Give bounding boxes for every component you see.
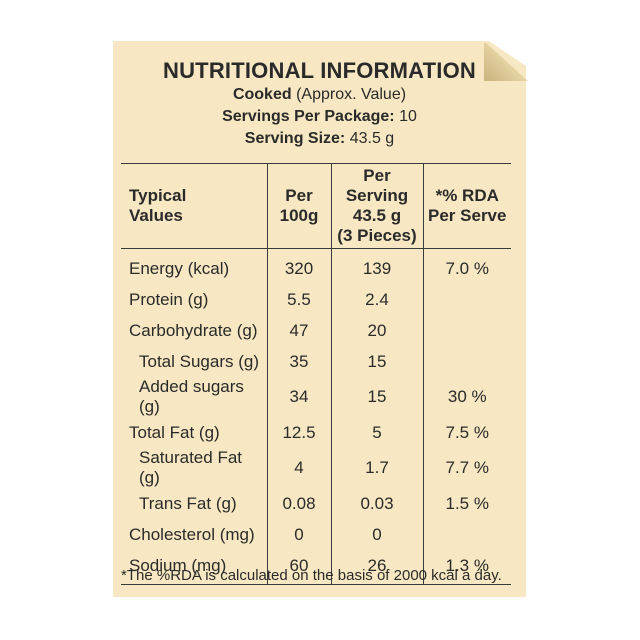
- label-title: NUTRITIONAL INFORMATION: [163, 58, 476, 83]
- per-100g-value: 320: [266, 248, 332, 284]
- nutrient-name: Added sugars (g): [121, 377, 268, 417]
- per-100g-value: 4: [266, 448, 332, 488]
- rda-footnote: *The %RDA is calculated on the basis of …: [121, 567, 502, 584]
- nutrient-name: Total Fat (g): [121, 417, 268, 448]
- serving-size-line: Serving Size: 43.5 g: [113, 128, 526, 150]
- cooked-note: (Approx. Value): [296, 86, 407, 103]
- table-body: Energy (kcal) 320 139 7.0 % Protein (g) …: [121, 248, 511, 585]
- rda-value: 30 %: [422, 377, 511, 417]
- column-header-per-100g: Per 100g: [266, 163, 332, 249]
- cooked-line: Cooked (Approx. Value): [113, 84, 526, 106]
- per-serving-value: 15: [330, 377, 424, 417]
- serving-size-value: 43.5 g: [349, 130, 395, 147]
- per-serving-value: 26: [330, 550, 424, 585]
- nutrient-name: Saturated Fat (g): [121, 448, 268, 488]
- per-serving-value: 139: [330, 248, 424, 284]
- label-header: NUTRITIONAL INFORMATION Cooked (Approx. …: [113, 58, 526, 150]
- per-serving-value: 0: [330, 519, 424, 550]
- nutrition-table: Typical Values Per 100g Per Serving 43.5…: [121, 163, 511, 585]
- per-100g-value: 5.5: [266, 284, 332, 315]
- nutrient-name: Total Sugars (g): [121, 346, 268, 377]
- rda-value: [422, 315, 511, 346]
- table-row: Trans Fat (g) 0.08 0.03 1.5 %: [121, 488, 511, 519]
- nutrient-name: Cholesterol (mg): [121, 519, 268, 550]
- table-row: Energy (kcal) 320 139 7.0 %: [121, 248, 511, 284]
- per-100g-value: 35: [266, 346, 332, 377]
- per-100g-value: 12.5: [266, 417, 332, 448]
- table-row: Carbohydrate (g) 47 20: [121, 315, 511, 346]
- table-row: Total Fat (g) 12.5 5 7.5 %: [121, 417, 511, 448]
- servings-label: Servings Per Package:: [222, 108, 395, 125]
- per-serving-value: 2.4: [330, 284, 424, 315]
- per-serving-value: 1.7: [330, 448, 424, 488]
- rda-value: [422, 346, 511, 377]
- per-100g-value: 0.08: [266, 488, 332, 519]
- per-serving-value: 5: [330, 417, 424, 448]
- nutrient-name: Sodium (mg): [121, 550, 268, 585]
- per-100g-value: 34: [266, 377, 332, 417]
- per-serving-value: 15: [330, 346, 424, 377]
- per-100g-value: 47: [266, 315, 332, 346]
- rda-value: [422, 519, 511, 550]
- rda-value: 1.5 %: [422, 488, 511, 519]
- per-100g-value: 60: [266, 550, 332, 585]
- table-row: Total Sugars (g) 35 15: [121, 346, 511, 377]
- column-header-rda: *% RDA Per Serve: [422, 163, 511, 249]
- table-header: Typical Values Per 100g Per Serving 43.5…: [121, 163, 511, 249]
- nutrient-name: Protein (g): [121, 284, 268, 315]
- table-row: Protein (g) 5.5 2.4: [121, 284, 511, 315]
- rda-value: [422, 284, 511, 315]
- per-serving-value: 20: [330, 315, 424, 346]
- table-row: Saturated Fat (g) 4 1.7 7.7 %: [121, 448, 511, 488]
- per-100g-value: 0: [266, 519, 332, 550]
- serving-size-label: Serving Size:: [244, 130, 346, 147]
- column-header-typical-values: Typical Values: [121, 163, 268, 249]
- servings-value: 10: [399, 108, 417, 125]
- nutrient-name: Energy (kcal): [121, 248, 268, 284]
- rda-value: 7.0 %: [422, 248, 511, 284]
- rda-value: 7.7 %: [422, 448, 511, 488]
- rda-value: 7.5 %: [422, 417, 511, 448]
- cooked-label: Cooked: [232, 86, 292, 103]
- table-row: Sodium (mg) 60 26 1.3 %: [121, 550, 511, 585]
- rda-value: 1.3 %: [422, 550, 511, 585]
- table-row: Added sugars (g) 34 15 30 %: [121, 377, 511, 417]
- servings-line: Servings Per Package: 10: [113, 106, 526, 128]
- per-serving-value: 0.03: [330, 488, 424, 519]
- column-header-per-serving: Per Serving 43.5 g (3 Pieces): [330, 163, 424, 249]
- table-row: Cholesterol (mg) 0 0: [121, 519, 511, 550]
- nutrient-name: Carbohydrate (g): [121, 315, 268, 346]
- nutrient-name: Trans Fat (g): [121, 488, 268, 519]
